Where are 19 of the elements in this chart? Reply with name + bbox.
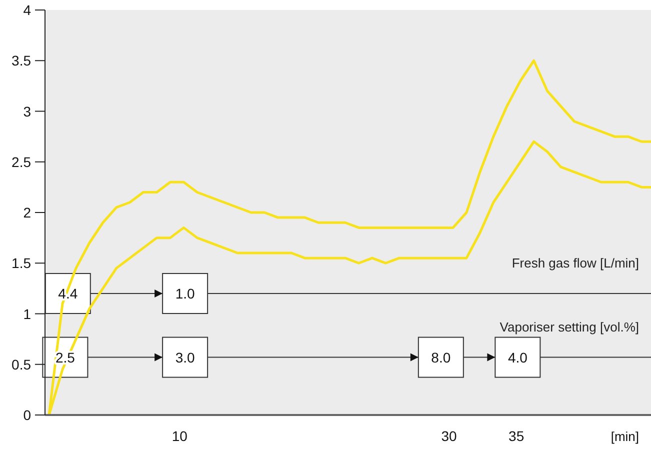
annotation: 8.0 — [431, 349, 451, 366]
x-axis-title: [min] — [610, 429, 639, 444]
ref-line-label: Fresh gas flow [L/min] — [512, 256, 639, 270]
y-tick-label: 1.5 — [12, 255, 32, 272]
y-tick-label: 2 — [23, 204, 32, 220]
x-tick-label: 35 — [508, 428, 524, 444]
ref-line-label: Vaporiser setting [vol.%] — [500, 319, 639, 334]
y-tick-label: 3 — [23, 103, 32, 120]
x-tick-label: 30 — [441, 428, 457, 444]
annotation: 1.0 — [175, 286, 195, 302]
annotation: 3.0 — [175, 349, 195, 366]
y-tick-label: 1 — [23, 306, 32, 322]
y-tick-label: 3.5 — [12, 52, 32, 69]
y-tick-label: 0 — [23, 407, 32, 423]
y-tick-label: 2.5 — [12, 154, 32, 170]
x-tick-label: 10 — [172, 428, 188, 444]
y-tick-label: 4 — [23, 2, 32, 18]
y-tick-label: 0.5 — [12, 356, 32, 372]
annotation: 4.0 — [508, 349, 528, 366]
